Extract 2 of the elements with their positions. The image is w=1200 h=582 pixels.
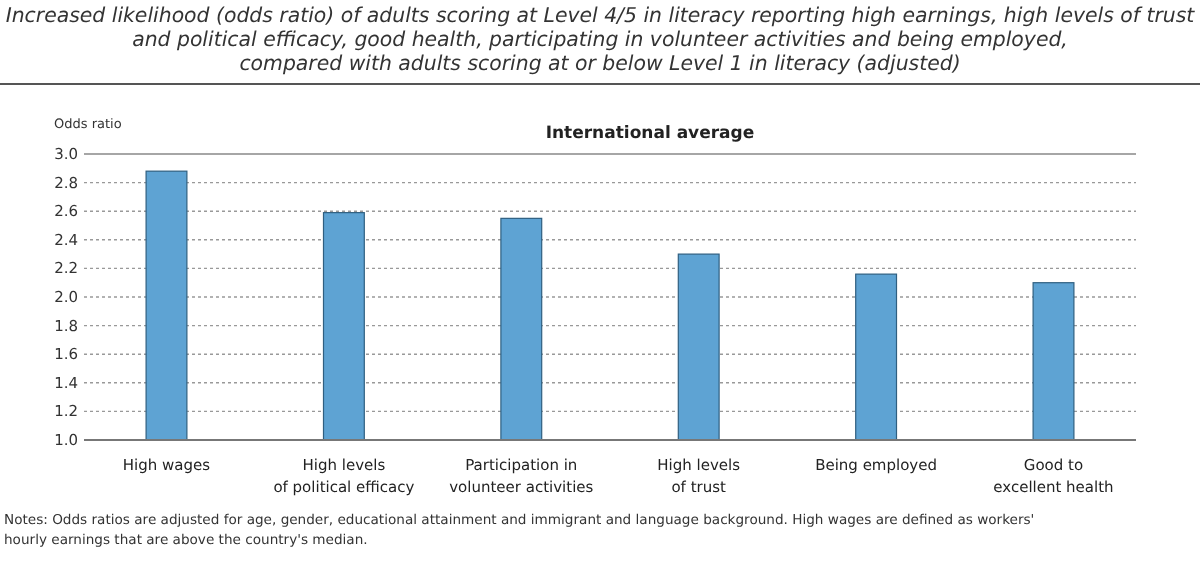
- chart-title: Increased likelihood (odds ratio) of adults scoring at Level 4/5 in literacy reporting high earnings, high levels of trust and political efficacy, good health, participating in volunteer activities and being employed, compared with adults scoring at or below Level 1 in literacy (adjusted): [5, 6, 1197, 76]
- chart-subtitle: International average: [545, 124, 755, 144]
